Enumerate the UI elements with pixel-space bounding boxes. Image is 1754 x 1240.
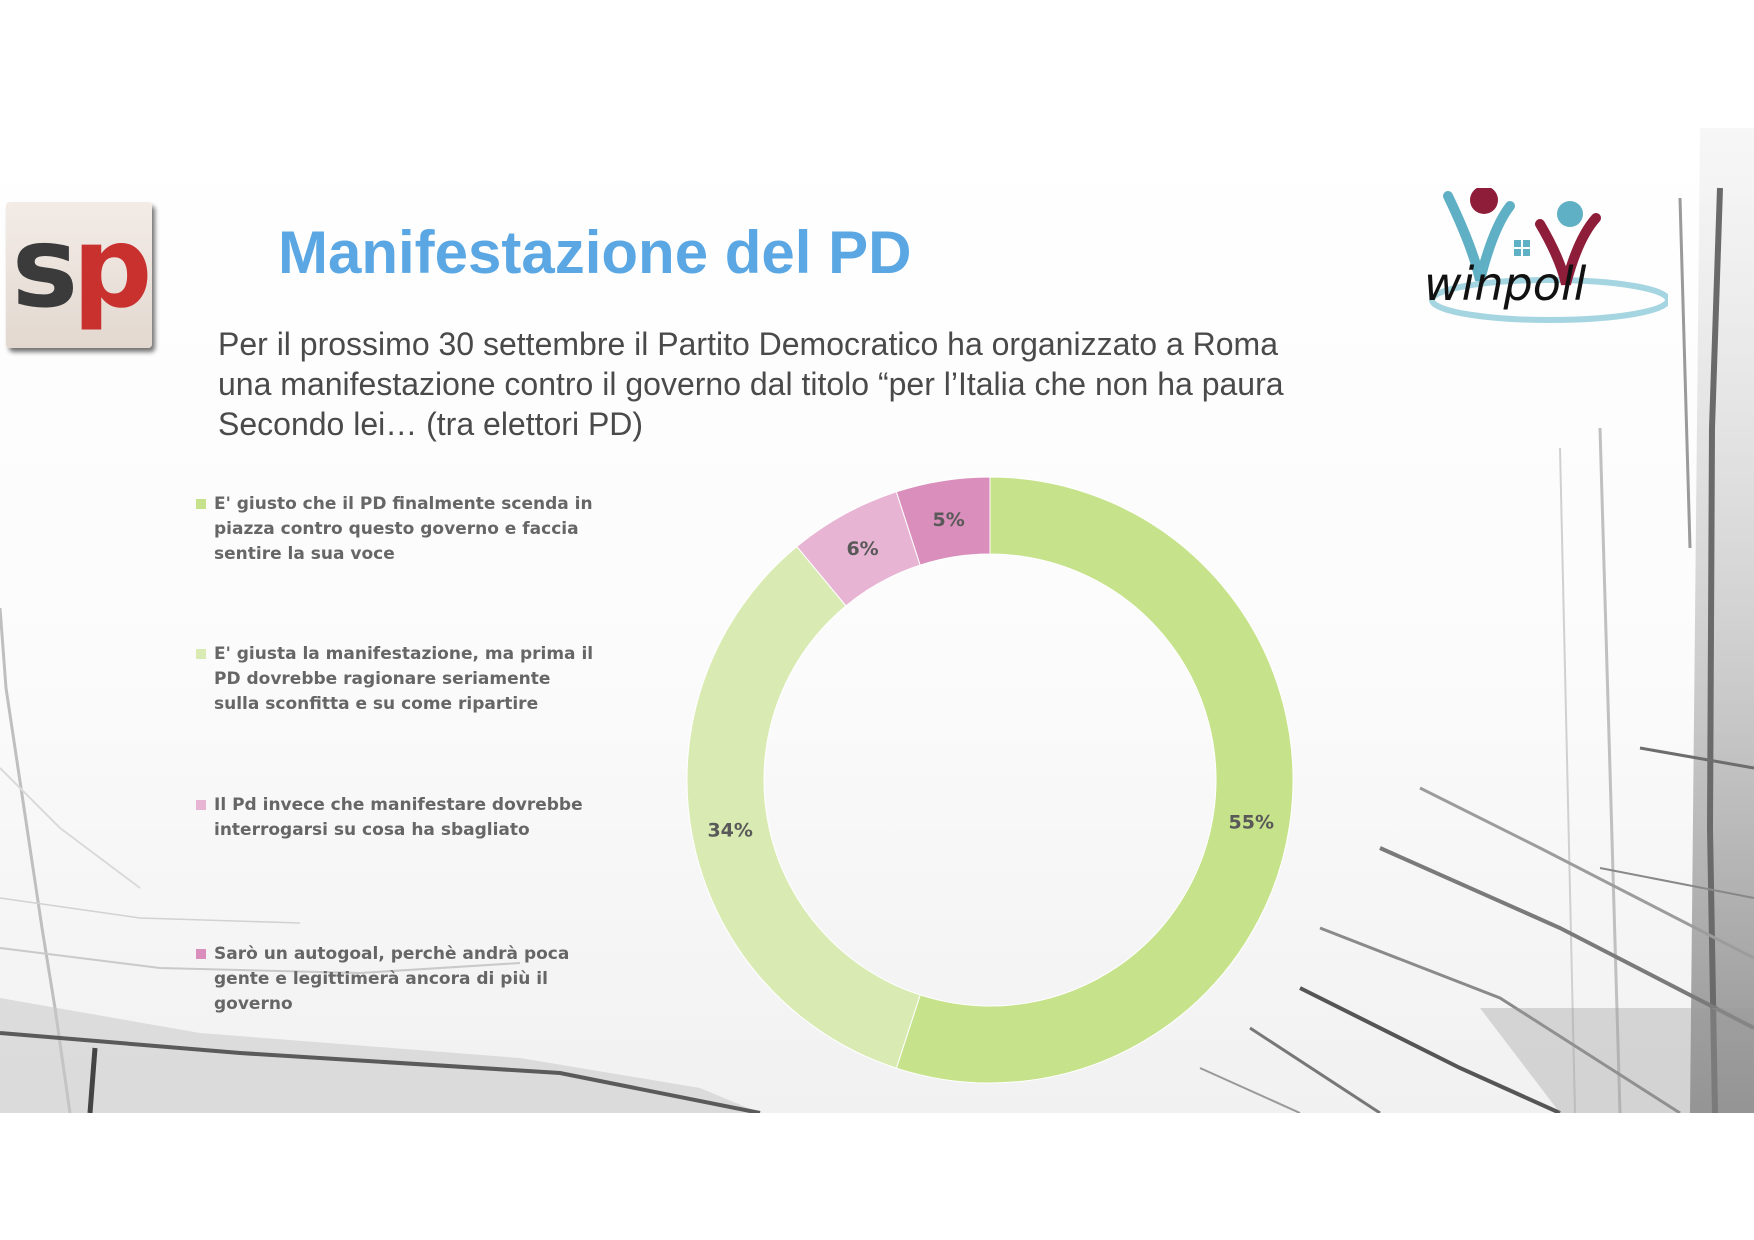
data-label: 34% xyxy=(707,820,752,842)
donut-slice xyxy=(686,545,921,1069)
donut-slice xyxy=(895,476,1294,1084)
legend-label: E' giusto che il PD finalmente scenda in… xyxy=(214,494,593,564)
question-line: una manifestazione contro il governo dal… xyxy=(218,366,1284,402)
legend-label: E' giusta la manifestazione, ma prima il… xyxy=(214,644,594,714)
legend-swatch xyxy=(196,499,206,509)
slide: sp Manifestazione del PD Per il prossimo… xyxy=(0,128,1754,1113)
winpoll-logo-text: winpoll xyxy=(1424,257,1587,311)
winpoll-logo: winpoll xyxy=(1424,188,1668,323)
data-label: 6% xyxy=(846,538,878,560)
donut-chart: 55% 34% 6% 5% xyxy=(686,476,1294,1084)
slide-title: Manifestazione del PD xyxy=(278,219,912,286)
legend-swatch xyxy=(196,949,206,959)
sp-logo: sp xyxy=(6,202,152,348)
legend-label: Sarò un autogoal, perchè andrà poca gente… xyxy=(214,944,570,1014)
sp-logo-s: s xyxy=(11,203,79,333)
donut-slice xyxy=(895,476,991,566)
data-label: 5% xyxy=(932,509,964,531)
question-line: Secondo lei… (tra elettori PD) xyxy=(218,406,644,442)
legend-swatch xyxy=(196,800,206,810)
question-text: Per il prossimo 30 settembre il Partito … xyxy=(218,324,1408,444)
background-photo xyxy=(0,128,1754,1113)
question-line: Per il prossimo 30 settembre il Partito … xyxy=(218,326,1278,362)
legend-label: Il Pd invece che manifestare dovrebbe int… xyxy=(214,795,583,840)
data-label: 55% xyxy=(1229,811,1274,833)
sp-logo-p: p xyxy=(72,203,152,333)
legend-swatch xyxy=(196,649,206,659)
